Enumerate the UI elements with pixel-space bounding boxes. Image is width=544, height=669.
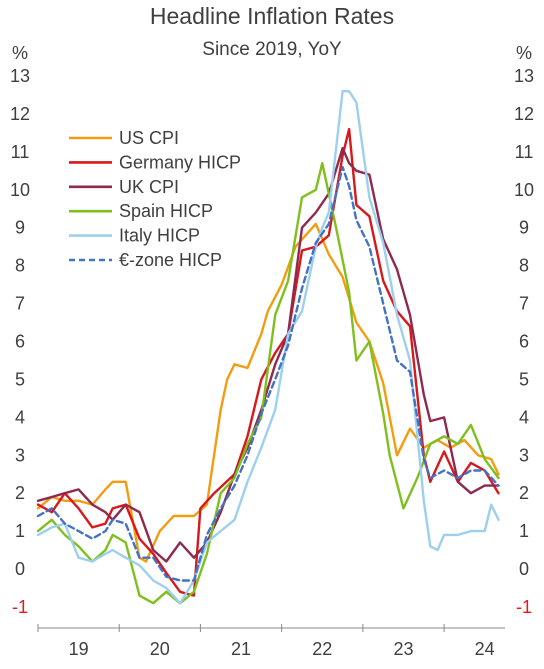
x-tick-label: 20	[150, 639, 170, 659]
y-tick-label-right: 8	[519, 256, 529, 276]
y-tick-label-left: 2	[15, 483, 25, 503]
y-tick-label-right: 10	[514, 180, 534, 200]
y-tick-label-left: 11	[11, 142, 30, 162]
y-unit-left: %	[12, 43, 28, 63]
y-tick-label-right: 2	[519, 483, 529, 503]
y-tick-label-left: 13	[10, 66, 30, 86]
legend-label: UK CPI	[119, 177, 179, 197]
y-tick-label-right: 12	[514, 104, 534, 124]
y-tick-label-left: 9	[15, 218, 25, 238]
y-tick-label-left: 7	[15, 294, 25, 314]
legend-label: Italy HICP	[119, 226, 200, 246]
y-tick-label-right: 11	[515, 142, 534, 162]
y-tick-label-right: 9	[519, 218, 529, 238]
legend: US CPI Germany HICP UK CPI Spain HICP Italy …	[69, 128, 241, 270]
y-tick-label-right: 3	[519, 445, 529, 465]
legend-label: €-zone HICP	[119, 250, 222, 270]
series-line-spain-hicp	[36, 161, 500, 605]
y-tick-label-right: 6	[519, 332, 529, 352]
y-tick-label-left: 1	[15, 521, 25, 541]
y-tick-label-left: 10	[10, 180, 30, 200]
legend-label: US CPI	[119, 128, 179, 148]
y-tick-label-right: 5	[519, 369, 529, 389]
legend-label: Germany HICP	[119, 152, 241, 172]
x-tick-label: 19	[69, 639, 89, 659]
chart-title: Headline Inflation Rates	[150, 3, 394, 29]
y-tick-label-right: -1	[516, 597, 532, 617]
y-tick-label-left: 8	[15, 256, 25, 276]
series-line-us-cpi	[36, 222, 500, 563]
y-tick-label-left: -1	[12, 597, 28, 617]
series-line-zone-hicp	[36, 165, 500, 582]
y-tick-label-right: 0	[519, 559, 529, 579]
y-tick-label-right: 7	[519, 294, 529, 314]
x-tick-label: 22	[312, 639, 332, 659]
x-tick-label: 23	[393, 639, 413, 659]
series-lines	[36, 89, 500, 605]
x-axis: 19 20 21 22 23 24	[37, 624, 505, 659]
legend-label: Spain HICP	[119, 201, 213, 221]
y-tick-label-right: 13	[514, 66, 534, 86]
y-tick-label-left: 12	[10, 104, 30, 124]
y-tick-label-left: 5	[15, 369, 25, 389]
y-tick-label-right: 1	[519, 521, 529, 541]
y-tick-label-left: 3	[15, 445, 25, 465]
y-tick-label-left: 6	[15, 332, 25, 352]
series-line-italy-hicp	[36, 89, 500, 605]
y-unit-right: %	[516, 43, 532, 63]
chart-subtitle: Since 2019, YoY	[202, 39, 342, 60]
y-tick-label-left: 4	[15, 407, 25, 427]
y-tick-label-left: 0	[15, 559, 25, 579]
x-tick-label: 21	[231, 639, 251, 659]
x-tick-label: 24	[475, 639, 495, 659]
y-tick-label-right: 4	[519, 407, 529, 427]
